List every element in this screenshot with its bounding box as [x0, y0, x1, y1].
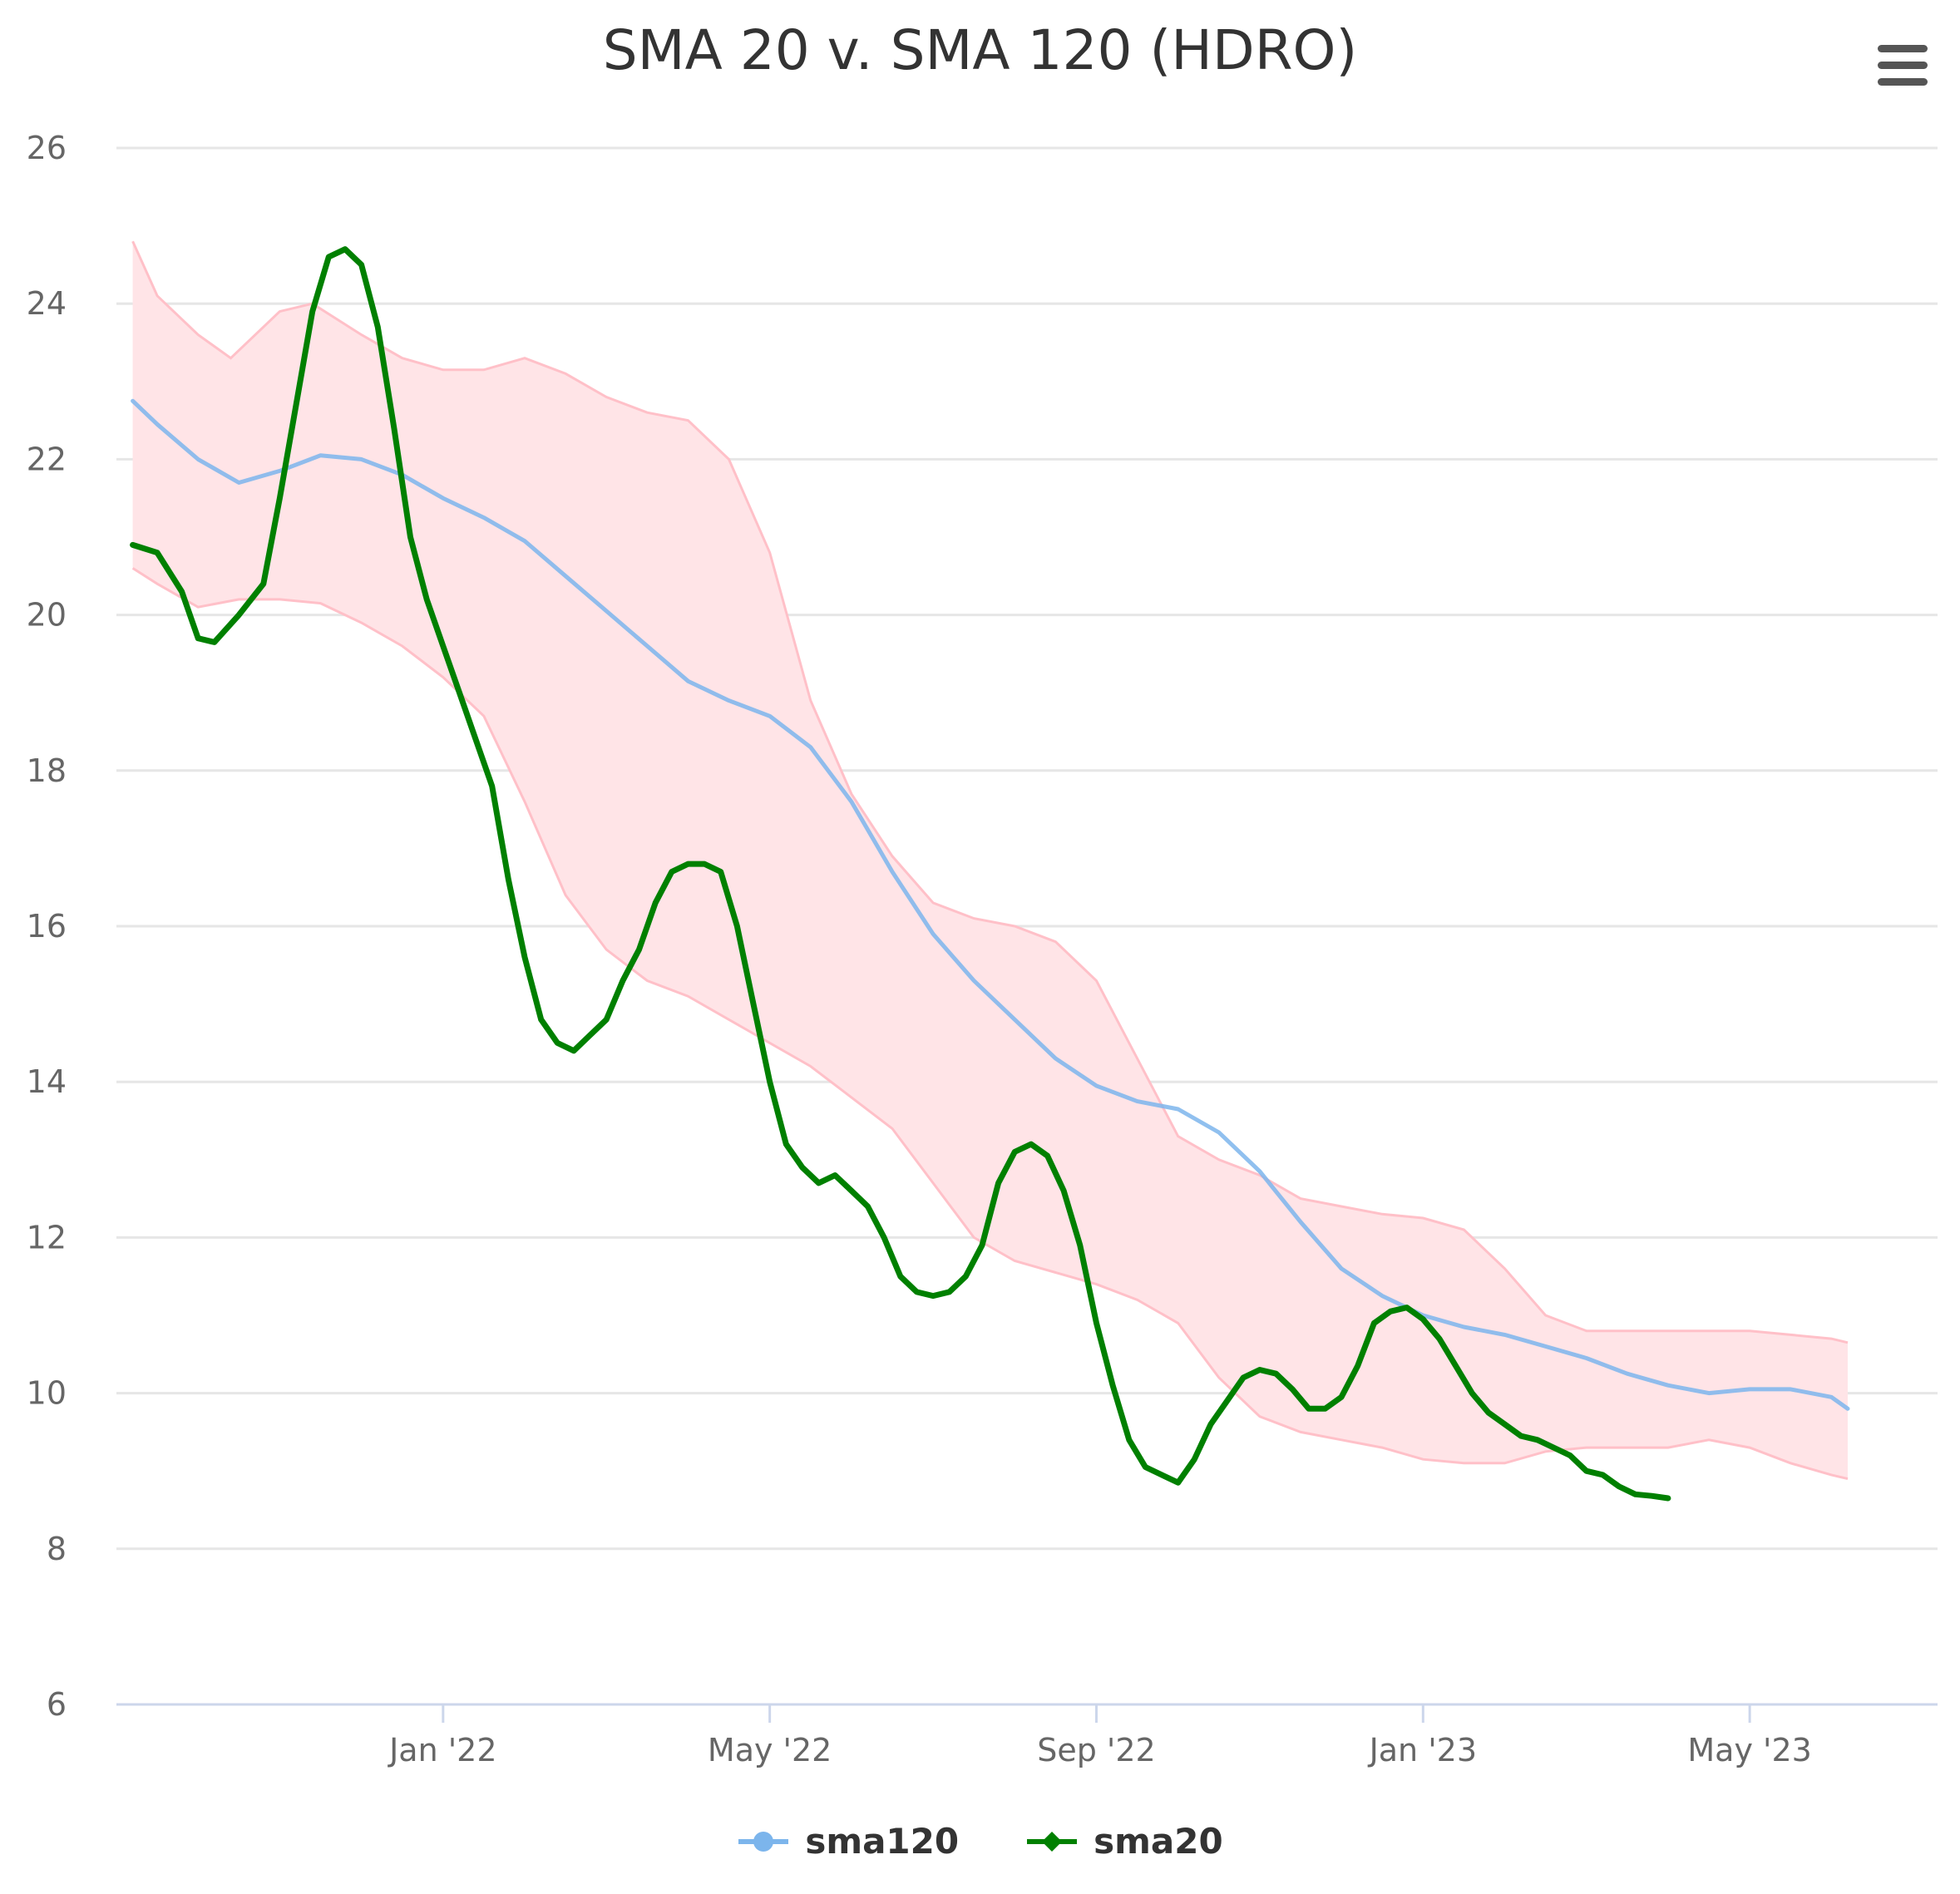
- hamburger-menu-icon[interactable]: [1873, 43, 1933, 91]
- sma120-band: [131, 240, 1849, 1481]
- band-upper-line: [131, 240, 1849, 1344]
- legend-label: sma120: [805, 1821, 960, 1862]
- x-axis: [116, 1703, 1938, 1723]
- band-lower-line: [131, 567, 1849, 1481]
- band-area: [132, 241, 1848, 1479]
- y-tick-label: 8: [47, 1531, 67, 1567]
- legend: sma120 sma20: [0, 1821, 1960, 1862]
- y-tick-label: 24: [27, 285, 67, 322]
- legend-item-sma120[interactable]: sma120: [737, 1821, 959, 1862]
- circle-marker-icon: [738, 1831, 789, 1852]
- y-tick-label: 10: [27, 1375, 67, 1412]
- chart-title: SMA 20 v. SMA 120 (HDRO): [602, 18, 1358, 82]
- y-tick-label: 12: [27, 1219, 67, 1255]
- series-line-sma20[interactable]: [130, 246, 1671, 1502]
- series-lines: [130, 246, 1850, 1502]
- diamond-marker-icon: [1027, 1831, 1078, 1852]
- x-tick-label: Jan '22: [388, 1732, 496, 1768]
- y-tick-label: 20: [27, 597, 67, 634]
- legend-item-sma20[interactable]: sma20: [1025, 1821, 1223, 1862]
- y-tick-label: 14: [27, 1063, 67, 1100]
- x-tick-label: Jan '23: [1368, 1732, 1477, 1768]
- y-tick-label: 18: [27, 752, 67, 789]
- chart-plot: 6 8 10 12 14 16 18 20 22 24 26 Jan '22 May '22 Sep '…: [27, 130, 1938, 1768]
- series-line-sma120[interactable]: [131, 398, 1850, 1411]
- y-tick-label: 6: [47, 1686, 67, 1723]
- x-axis-labels: Jan '22 May '22 Sep '22 Jan '23 May '23: [388, 1732, 1812, 1768]
- y-tick-label: 22: [27, 441, 67, 477]
- x-tick-label: May '22: [708, 1732, 832, 1768]
- x-tick-label: Sep '22: [1037, 1732, 1156, 1768]
- y-tick-label: 16: [27, 908, 67, 945]
- y-tick-label: 26: [27, 130, 67, 166]
- y-axis-labels: 6 8 10 12 14 16 18 20 22 24 26: [27, 130, 67, 1723]
- legend-label: sma20: [1094, 1821, 1223, 1862]
- x-tick-label: May '23: [1687, 1732, 1811, 1768]
